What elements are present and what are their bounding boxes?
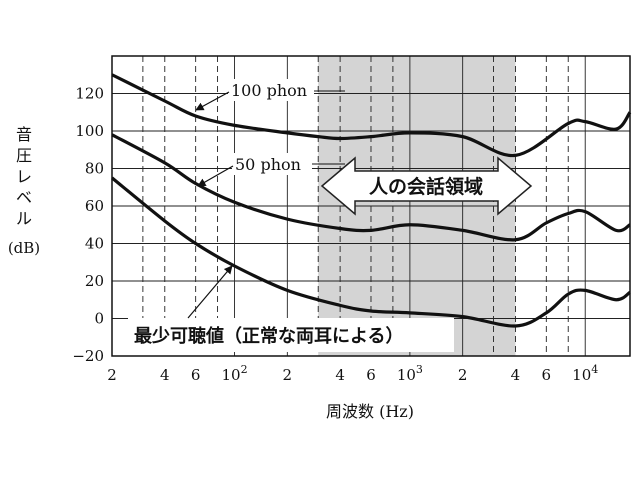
series-line-1: [111, 73, 632, 157]
y-tick-label: −20: [72, 347, 104, 365]
x-tick-label: 2: [107, 366, 117, 384]
speech-band-text: 人の会話領域: [369, 175, 483, 198]
y-tick-label: 0: [94, 310, 104, 328]
x-tick-label: 2: [283, 366, 293, 384]
x-tick-label: 4: [335, 366, 345, 384]
y-tick-label: 100: [75, 122, 104, 140]
x-axis-title: 周波数 (Hz): [326, 402, 414, 421]
y-tick-label: 60: [85, 197, 104, 215]
series-lines: [110, 73, 632, 328]
plot-frame: [111, 55, 631, 357]
label-bg: [128, 318, 454, 352]
y-tick-label: 40: [85, 235, 104, 253]
series-line-3: [110, 176, 631, 328]
y-tick-label: 20: [85, 272, 104, 290]
x-tick-label: 2: [458, 366, 468, 384]
label-bg: [232, 153, 312, 175]
y-axis-title: 音圧レベル(dB): [8, 125, 40, 257]
double-arrow-icon: [320, 156, 533, 216]
x-tick-labels: 2 4 6 102 2 4 6 103 2 4 6 104: [107, 363, 598, 384]
x-tick-label: 4: [511, 366, 521, 384]
x-tick-label: 6: [542, 366, 552, 384]
label-bg: [228, 79, 314, 101]
x-tick-label: 103: [397, 363, 423, 384]
x-tick-label: 6: [191, 366, 201, 384]
arrow-50-phon: [197, 165, 234, 187]
series-label-50-phon: 50 phon: [235, 155, 301, 174]
series-label-threshold: 最少可聴値（正常な両耳による）: [134, 325, 403, 347]
x-tick-label: 104: [572, 363, 598, 384]
x-tick-label: 4: [160, 366, 170, 384]
y-tick-label: 120: [75, 85, 104, 103]
x-tick-label: 102: [222, 363, 248, 384]
speech-band-label: 人の会話領域: [320, 156, 533, 216]
series-label-100-phon: 100 phon: [231, 81, 307, 100]
arrow-threshold: [187, 265, 233, 319]
y-tick-label: 80: [85, 160, 104, 178]
y-tick-labels: −20 0 20 40 60 80 100 120: [72, 85, 104, 366]
arrow-100-phon: [195, 91, 230, 111]
series-line-2: [111, 133, 631, 242]
x-tick-label: 6: [366, 366, 376, 384]
